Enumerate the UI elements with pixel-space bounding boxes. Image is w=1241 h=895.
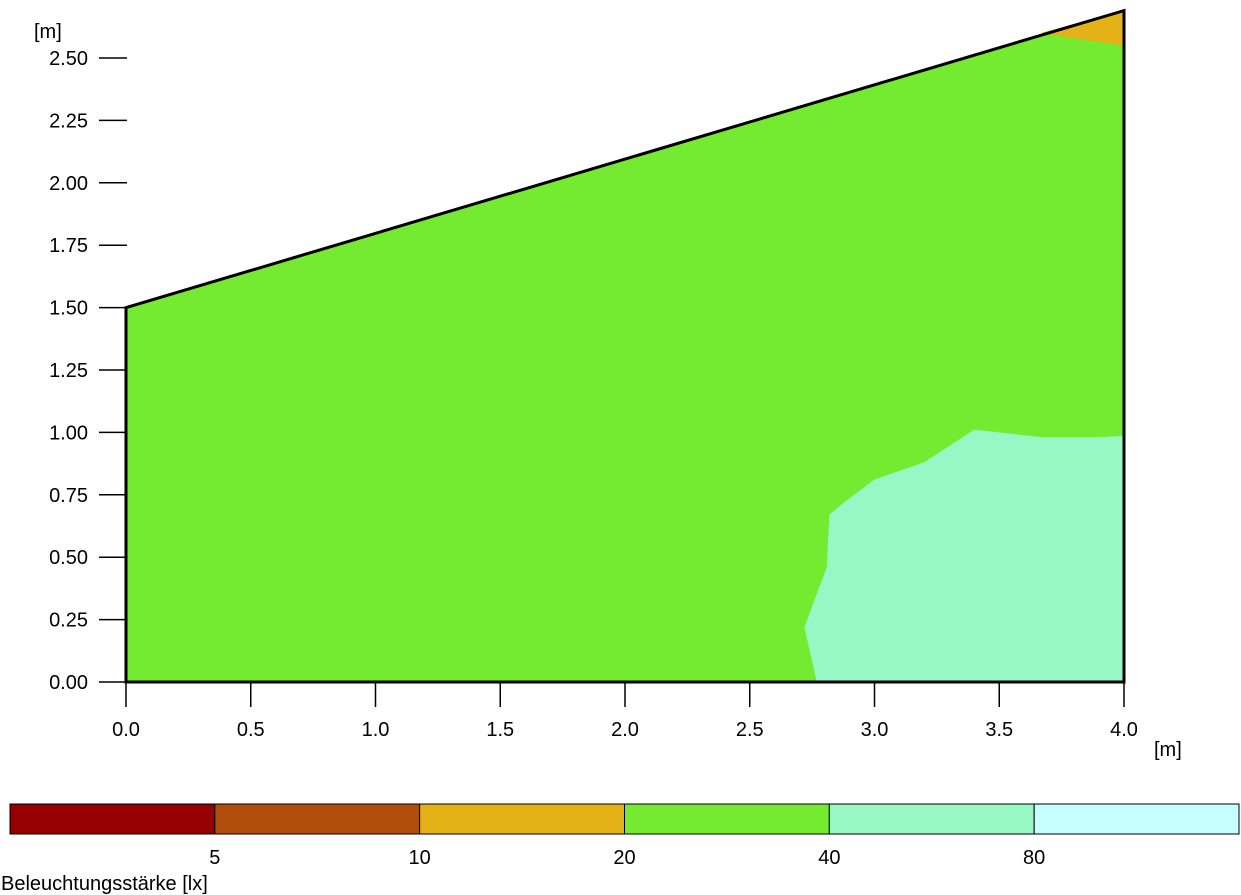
legend-swatch xyxy=(624,803,830,835)
y-tick-label: 0.50 xyxy=(49,547,88,569)
x-tick-label: 1.5 xyxy=(486,719,514,741)
y-axis: 0.00 0.25 0.50 0.75 1.00 1.25 1.50 1.75 2.00 2.25… xyxy=(49,48,127,694)
x-tick-label: 4.0 xyxy=(1110,719,1138,741)
x-axis: 0.0 0.5 1.0 1.5 2.0 2.5 3.0 3.5 4.0 xyxy=(112,682,1138,741)
x-tick-label: 1.0 xyxy=(362,719,390,741)
y-tick-label: 2.50 xyxy=(49,48,88,70)
y-tick-label: 2.00 xyxy=(49,173,88,195)
color-legend: 5 10 20 40 80 xyxy=(9,803,1240,869)
y-tick-label: 0.00 xyxy=(49,672,88,694)
legend-label: 20 xyxy=(613,847,635,869)
legend-swatch xyxy=(214,803,421,835)
y-tick-label: 1.50 xyxy=(49,298,88,320)
y-tick-label: 2.25 xyxy=(49,110,88,132)
x-tick-label: 3.5 xyxy=(985,719,1013,741)
x-tick-label: 2.0 xyxy=(611,719,639,741)
y-tick-label: 1.25 xyxy=(49,360,88,382)
y-tick-label: 0.25 xyxy=(49,610,88,632)
legend-label: 40 xyxy=(818,847,840,869)
x-tick-label: 0.0 xyxy=(112,719,140,741)
y-tick-label: 1.75 xyxy=(49,235,88,257)
legend-swatch xyxy=(1033,803,1240,835)
y-tick-label: 0.75 xyxy=(49,485,88,507)
legend-label: 5 xyxy=(209,847,220,869)
legend-swatch xyxy=(9,803,216,835)
x-axis-unit: [m] xyxy=(1154,739,1182,761)
y-tick-label: 1.00 xyxy=(49,422,88,444)
legend-swatch xyxy=(828,803,1035,835)
x-tick-label: 3.0 xyxy=(861,719,889,741)
legend-label: 80 xyxy=(1023,847,1045,869)
x-tick-label: 2.5 xyxy=(736,719,764,741)
legend-label: 10 xyxy=(409,847,431,869)
legend-title: Beleuchtungsstärke [lx] xyxy=(1,873,208,895)
legend-swatch xyxy=(419,803,625,835)
contour-regions xyxy=(125,10,1125,683)
y-axis-unit: [m] xyxy=(34,21,62,43)
x-tick-label: 0.5 xyxy=(237,719,265,741)
